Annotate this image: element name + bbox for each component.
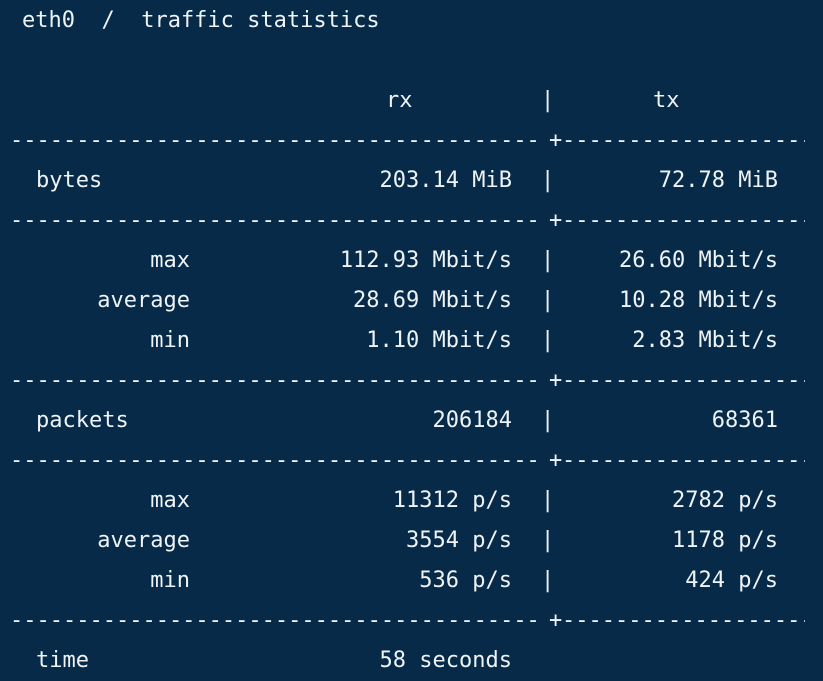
tx-value: 10.28 Mbit/s [619, 288, 778, 313]
column-separator: | [541, 328, 555, 353]
column-separator: | [541, 528, 555, 553]
column-separator: | [541, 568, 555, 593]
rx-value: 112.93 Mbit/s [339, 248, 512, 273]
divider-cross: + [549, 208, 563, 233]
tx-value: 26.60 Mbit/s [619, 248, 778, 273]
rx-value: 28.69 Mbit/s [353, 288, 512, 313]
row-label: time [36, 648, 89, 673]
row-label: average [97, 288, 190, 313]
packet-rate-min-row: min 536 p/s | 424 p/s [0, 561, 823, 601]
tx-value: 2.83 Mbit/s [632, 328, 778, 353]
rx-value: 3554 p/s [406, 528, 512, 553]
divider: ----------------------------------------… [10, 201, 805, 241]
packet-rate-average-row: average 3554 p/s | 1178 p/s [0, 521, 823, 561]
tx-value: 2782 p/s [672, 488, 778, 513]
divider-left: ----------------------------------------… [10, 448, 540, 473]
tx-value: 1178 p/s [672, 528, 778, 553]
column-separator: | [541, 248, 555, 273]
column-separator: | [541, 88, 555, 113]
rx-value: 206184 [432, 408, 512, 433]
divider-left: ----------------------------------------… [10, 608, 540, 633]
divider-right: ----------------------------------------… [562, 448, 805, 473]
divider-cross: + [549, 368, 563, 393]
rx-value: 203.14 MiB [379, 168, 512, 193]
time-row: time 58 seconds [0, 641, 823, 681]
row-label: bytes [36, 168, 103, 193]
divider-left: ----------------------------------------… [10, 208, 540, 233]
bitrate-average-row: average 28.69 Mbit/s | 10.28 Mbit/s [0, 281, 823, 321]
bitrate-min-row: min 1.10 Mbit/s | 2.83 Mbit/s [0, 321, 823, 361]
bitrate-max-row: max 112.93 Mbit/s | 26.60 Mbit/s [0, 241, 823, 281]
column-separator: | [541, 168, 555, 193]
divider-right: ----------------------------------------… [562, 128, 805, 153]
divider-right: ----------------------------------------… [562, 208, 805, 233]
row-label: min [150, 328, 190, 353]
rx-header: rx [386, 88, 413, 113]
divider: ----------------------------------------… [10, 601, 805, 641]
divider-cross: + [549, 128, 563, 153]
divider-right: ----------------------------------------… [562, 368, 805, 393]
divider-left: ----------------------------------------… [10, 368, 540, 393]
tx-value: 424 p/s [685, 568, 778, 593]
divider-cross: + [549, 448, 563, 473]
time-value: 58 seconds [379, 648, 512, 673]
rx-value: 536 p/s [419, 568, 512, 593]
column-separator: | [541, 288, 555, 313]
divider: ----------------------------------------… [10, 361, 805, 401]
divider-left: ----------------------------------------… [10, 128, 540, 153]
packet-rate-max-row: max 11312 p/s | 2782 p/s [0, 481, 823, 521]
divider-right: ----------------------------------------… [562, 608, 805, 633]
bytes-row: bytes 203.14 MiB | 72.78 MiB [0, 161, 823, 201]
row-label: min [150, 568, 190, 593]
tx-header: tx [653, 88, 680, 113]
row-label: max [150, 248, 190, 273]
column-header: rx | tx [0, 81, 823, 121]
row-label: average [97, 528, 190, 553]
tx-value: 68361 [711, 408, 778, 433]
divider-cross: + [549, 608, 563, 633]
tx-value: 72.78 MiB [658, 168, 778, 193]
window-title: eth0 / traffic statistics [22, 8, 380, 33]
divider: ----------------------------------------… [10, 441, 805, 481]
row-label: max [150, 488, 190, 513]
packets-row: packets 206184 | 68361 [0, 401, 823, 441]
column-separator: | [541, 408, 555, 433]
row-label: packets [36, 408, 129, 433]
column-separator: | [541, 488, 555, 513]
divider: ----------------------------------------… [10, 121, 805, 161]
rx-value: 1.10 Mbit/s [366, 328, 512, 353]
rx-value: 11312 p/s [392, 488, 512, 513]
